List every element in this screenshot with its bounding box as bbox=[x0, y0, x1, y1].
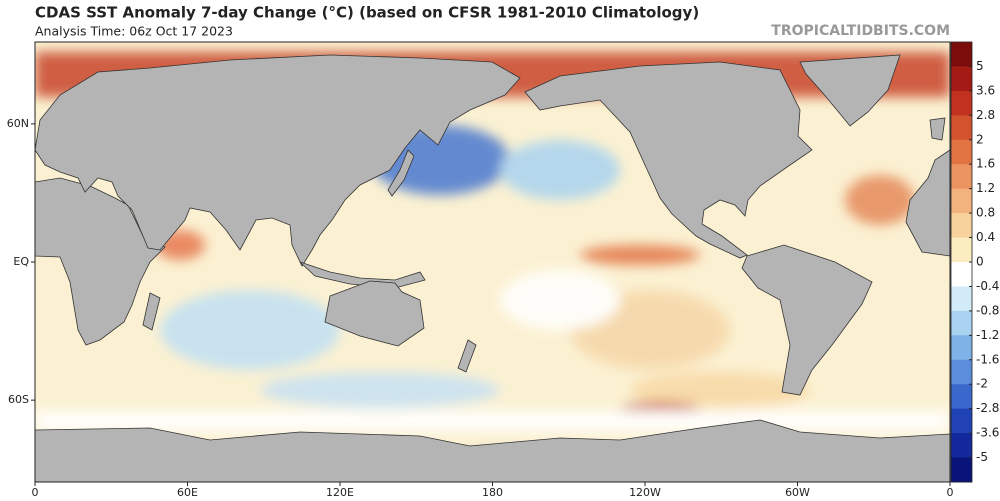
colorbar-label: -0.8 bbox=[976, 303, 999, 317]
land-indonesia bbox=[299, 261, 426, 289]
x-tick-label: 120W bbox=[629, 486, 661, 497]
colorbar-swatch bbox=[951, 115, 972, 141]
colorbar-label: 2 bbox=[976, 132, 984, 146]
land-south-america bbox=[741, 244, 873, 396]
x-tick-label: 60E bbox=[177, 486, 198, 497]
colorbar-label: -3.6 bbox=[976, 426, 999, 440]
colorbar-swatch bbox=[951, 139, 972, 165]
watermark: TROPICALTIDBITS.COM bbox=[771, 23, 950, 39]
land-west-africa-europe bbox=[905, 117, 950, 257]
colorbar-swatch bbox=[951, 433, 972, 459]
colorbar-swatch bbox=[951, 262, 972, 287]
colorbar-label: 5 bbox=[976, 59, 984, 73]
colorbar-label: -1.2 bbox=[976, 328, 999, 342]
colorbar-label: 1.6 bbox=[976, 157, 995, 171]
land-africa bbox=[35, 177, 166, 346]
colorbar-swatch bbox=[951, 335, 972, 361]
colorbar-swatch bbox=[951, 66, 972, 92]
colorbar-swatch bbox=[951, 90, 972, 116]
colorbar-swatch bbox=[951, 359, 972, 385]
colorbar-swatch bbox=[951, 286, 972, 312]
x-tick-label: 60W bbox=[785, 486, 810, 497]
colorbar-label: -1.6 bbox=[976, 352, 999, 366]
colorbar-swatch bbox=[951, 213, 972, 239]
land-madagascar bbox=[142, 292, 161, 331]
colorbar-swatch bbox=[951, 188, 972, 214]
land-japan bbox=[387, 149, 415, 197]
land-new-zealand bbox=[457, 339, 477, 373]
title: CDAS SST Anomaly 7-day Change (°C) (base… bbox=[35, 4, 699, 22]
colorbar-label: -2.8 bbox=[976, 401, 999, 415]
colorbar-label: 2.8 bbox=[976, 108, 995, 122]
x-tick-label: 180 bbox=[482, 486, 503, 497]
land-north-america bbox=[524, 61, 813, 259]
colorbar-swatch bbox=[951, 164, 972, 190]
colorbar-label: -5 bbox=[976, 450, 988, 464]
land-greenland bbox=[799, 54, 901, 127]
y-tick-label: EQ bbox=[13, 255, 29, 268]
colorbar-label: 1.2 bbox=[976, 181, 995, 195]
colorbar-swatch bbox=[951, 237, 972, 263]
colorbar-swatch bbox=[951, 408, 972, 434]
colorbar-label: 0.4 bbox=[976, 230, 995, 244]
colorbar-swatch bbox=[951, 310, 972, 336]
x-tick-label: 0 bbox=[32, 486, 39, 497]
subtitle: Analysis Time: 06z Oct 17 2023 bbox=[35, 24, 233, 39]
colorbar-swatch bbox=[951, 457, 972, 483]
axes: 0 60E 120E 180 120W 60W 0 60N EQ 60S bbox=[7, 117, 954, 499]
land-eurasia bbox=[35, 54, 521, 267]
x-tick-label: 0 bbox=[947, 486, 954, 497]
colorbar-label: 3.6 bbox=[976, 83, 995, 97]
colorbar-label: -2 bbox=[976, 377, 988, 391]
colorbar-label: -0.4 bbox=[976, 279, 999, 293]
y-tick-label: 60S bbox=[8, 393, 29, 406]
colorbar-label: 0 bbox=[976, 255, 984, 269]
land-australia bbox=[324, 280, 425, 347]
y-tick-label: 60N bbox=[7, 117, 29, 130]
colorbar-swatch bbox=[951, 384, 972, 410]
colorbar: 5 3.6 2.8 2 1.6 1.2 0.8 0.4 0 -0.4 -0.8 -1.2 -1.6 -2 -… bbox=[950, 41, 999, 483]
map-panel bbox=[35, 42, 950, 482]
colorbar-label: 0.8 bbox=[976, 206, 995, 220]
land-antarctica bbox=[35, 419, 950, 482]
colorbar-swatch bbox=[951, 42, 972, 67]
x-tick-label: 120E bbox=[326, 486, 354, 497]
